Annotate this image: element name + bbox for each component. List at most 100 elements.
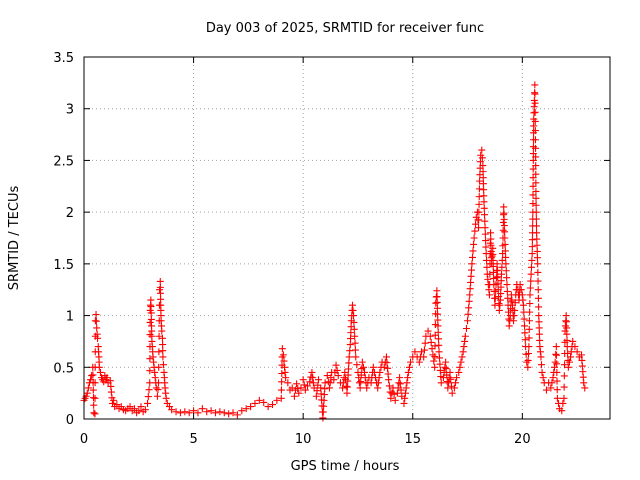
x-tick-label: 5 (189, 432, 197, 447)
data-point (421, 339, 429, 347)
data-point (505, 315, 513, 323)
data-point (280, 357, 288, 365)
data-point (400, 399, 408, 407)
data-point (511, 299, 519, 307)
data-point (485, 291, 493, 299)
data-point (499, 218, 507, 226)
data-point (306, 378, 314, 386)
data-point (146, 331, 154, 339)
data-point (447, 375, 455, 383)
data-point (442, 358, 450, 366)
data-point (146, 379, 154, 387)
data-point (229, 409, 237, 417)
data-point (345, 353, 353, 361)
data-point (521, 336, 529, 344)
data-point (264, 403, 272, 411)
data-point (435, 335, 443, 343)
data-point (456, 363, 464, 371)
data-point (525, 317, 533, 325)
data-point (435, 354, 443, 362)
data-point (564, 349, 572, 357)
data-point (562, 318, 570, 326)
data-point (531, 117, 539, 125)
data-point (445, 374, 453, 382)
data-point (552, 351, 560, 359)
data-point (503, 287, 511, 295)
data-point (355, 379, 363, 387)
data-point (130, 405, 138, 413)
data-point (493, 266, 501, 274)
data-point (521, 329, 529, 337)
data-point (502, 267, 510, 275)
data-point (347, 335, 355, 343)
data-point (466, 291, 474, 299)
data-point (156, 277, 164, 285)
data-point (535, 312, 543, 320)
data-point (447, 382, 455, 390)
data-point (162, 394, 170, 402)
data-point (520, 315, 528, 323)
data-point (350, 312, 358, 320)
data-point (526, 284, 534, 292)
data-point (534, 277, 542, 285)
data-point (415, 358, 423, 366)
data-point (332, 361, 340, 369)
data-point (91, 410, 99, 418)
data-point (309, 379, 317, 387)
data-point (350, 318, 358, 326)
data-point (212, 409, 219, 417)
data-point (334, 372, 342, 380)
data-point (523, 358, 531, 366)
data-point (532, 187, 540, 195)
data-point (315, 376, 323, 384)
data-point (561, 361, 569, 369)
data-point (344, 371, 352, 379)
data-point (527, 277, 535, 285)
data-point (396, 374, 404, 382)
data-point (145, 386, 153, 394)
data-point (351, 332, 359, 340)
data-point (247, 403, 255, 411)
data-point (448, 389, 456, 397)
points-layer (80, 81, 589, 422)
data-point (141, 406, 149, 414)
data-point (479, 168, 487, 176)
data-point (479, 162, 487, 170)
data-point (494, 273, 502, 281)
data-point (534, 286, 542, 294)
y-tick-label: 2 (66, 206, 74, 221)
data-point (498, 256, 506, 264)
data-point (356, 384, 364, 392)
data-point (501, 234, 509, 242)
data-point (404, 374, 412, 382)
data-point (203, 408, 211, 416)
data-point (493, 260, 501, 268)
data-point (279, 351, 287, 359)
data-point (350, 325, 358, 333)
data-point (531, 136, 539, 144)
data-point (538, 361, 546, 369)
data-point (487, 241, 495, 249)
data-point (560, 383, 568, 391)
y-tick-label: 3.5 (53, 51, 74, 66)
data-point (483, 256, 491, 264)
data-point (538, 368, 546, 376)
data-point (567, 353, 575, 361)
data-point (144, 399, 152, 407)
y-tick-label: 1.5 (53, 258, 74, 273)
data-point (309, 374, 317, 382)
data-point (435, 341, 443, 349)
data-point (278, 378, 286, 386)
data-point (436, 360, 444, 368)
data-point (147, 303, 155, 311)
data-point (375, 374, 383, 382)
data-point (290, 392, 298, 400)
data-point (475, 208, 483, 216)
data-point (470, 234, 478, 242)
data-point (564, 363, 572, 371)
data-point (498, 270, 506, 278)
data-point (321, 385, 329, 393)
data-point (533, 254, 541, 262)
data-point (530, 122, 538, 130)
y-tick-label: 2.5 (53, 154, 74, 169)
